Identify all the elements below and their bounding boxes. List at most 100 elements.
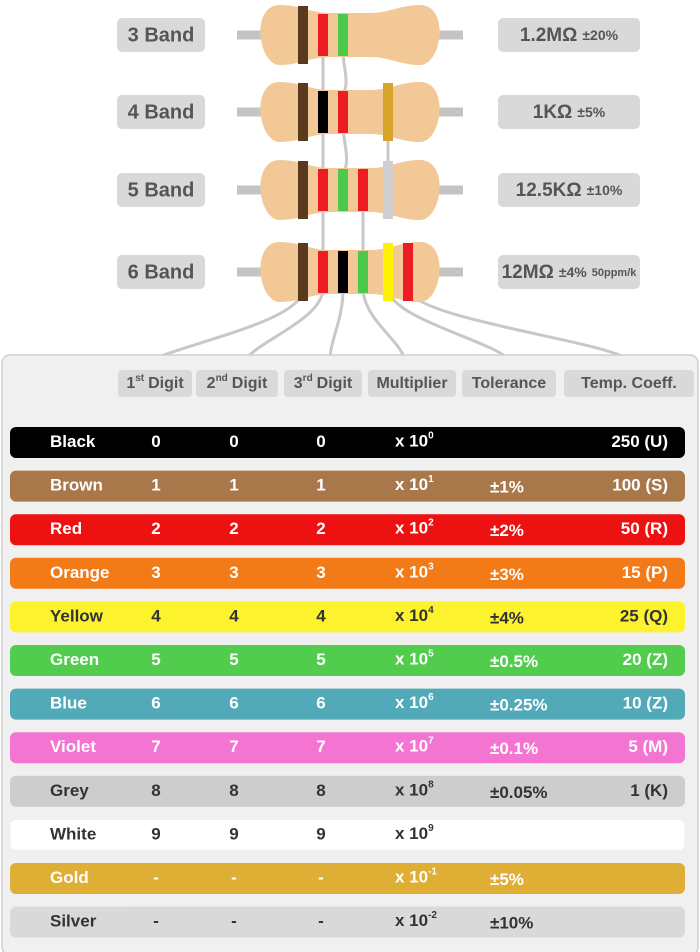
multiplier: x 108	[395, 779, 434, 800]
digit: -	[231, 868, 237, 887]
color-name: Gold	[50, 868, 89, 887]
resistor-value: 12.5KΩ ±10%	[516, 180, 623, 201]
digit: 4	[316, 606, 326, 625]
column-header: 3rd Digit	[294, 373, 353, 393]
digit: -	[153, 912, 159, 931]
text-part: x 10	[395, 519, 428, 538]
header-box	[368, 370, 456, 397]
color-band	[403, 243, 413, 301]
color-row	[10, 470, 685, 502]
color-row	[9, 818, 686, 851]
multiplier: x 104	[395, 605, 434, 626]
text-part: x 10	[395, 912, 428, 931]
column-header: 2nd Digit	[207, 373, 268, 393]
multiplier: x 100	[395, 430, 434, 451]
resistor-value: 1KΩ ±5%	[533, 102, 606, 123]
band-count-box	[117, 18, 205, 52]
digit: 5	[151, 650, 160, 669]
digit: 3	[151, 563, 160, 582]
digit: 6	[316, 694, 325, 713]
color-name: Yellow	[50, 606, 104, 625]
color-row	[10, 601, 685, 633]
resistor-body	[260, 82, 440, 142]
text-part: 1KΩ	[533, 102, 573, 123]
digit: 9	[316, 824, 325, 843]
multiplier: x 102	[395, 517, 434, 538]
color-band	[383, 243, 393, 301]
color-row	[10, 645, 685, 676]
text-part: Tolerance	[472, 375, 547, 392]
digit: 2	[316, 519, 325, 538]
color-name: Orange	[50, 563, 110, 582]
digit: 1	[229, 476, 238, 495]
wire	[406, 289, 631, 362]
tolerance: ±3%	[490, 565, 524, 584]
header-box	[564, 370, 694, 397]
color-name: Blue	[50, 694, 87, 713]
header-box	[284, 370, 362, 397]
color-band	[298, 83, 308, 141]
color-row	[10, 427, 685, 458]
color-name: Grey	[50, 781, 89, 800]
band-count-box	[117, 95, 205, 129]
value-box	[498, 18, 640, 52]
text-part: 6	[428, 692, 434, 703]
color-row	[10, 906, 685, 938]
text-part: 1	[126, 375, 135, 392]
color-name: Red	[50, 519, 82, 538]
color-name: Black	[50, 432, 96, 451]
text-part: st	[135, 373, 145, 384]
color-row	[10, 863, 685, 894]
text-part: 9	[428, 823, 434, 834]
tolerance: ±4%	[490, 608, 524, 627]
text-part: 1	[428, 474, 434, 485]
tolerance: ±0.05%	[490, 783, 548, 802]
text-part: 3	[294, 375, 303, 392]
tolerance: ±10%	[490, 914, 533, 933]
resistor-body	[260, 160, 440, 220]
color-band	[318, 251, 328, 293]
digit: 0	[229, 432, 238, 451]
color-name: Silver	[50, 912, 97, 931]
text-part: x 10	[395, 694, 428, 713]
text-part: 2	[207, 375, 216, 392]
band-count-box	[117, 173, 205, 207]
digit: 0	[151, 432, 160, 451]
digit: 4	[229, 606, 239, 625]
tolerance: ±2%	[490, 521, 524, 540]
digit: 4	[151, 606, 161, 625]
multiplier: x 109	[395, 823, 434, 844]
value-box	[498, 173, 640, 207]
digit: 3	[229, 563, 238, 582]
color-band	[298, 6, 308, 64]
digit: -	[318, 912, 324, 931]
temp-coefficient: 1 (K)	[630, 781, 668, 800]
multiplier: x 105	[395, 648, 434, 669]
temp-coefficient: 15 (P)	[622, 563, 668, 582]
digit: 7	[316, 737, 325, 756]
text-part: 12MΩ	[502, 262, 554, 283]
digit: -	[153, 868, 159, 887]
temp-coefficient: 20 (Z)	[623, 650, 668, 669]
value-box	[498, 255, 640, 289]
color-row	[10, 557, 685, 589]
digit: 2	[229, 519, 238, 538]
color-band	[338, 169, 348, 211]
digit: 2	[151, 519, 160, 538]
value-box	[498, 95, 640, 129]
digit: 9	[229, 824, 238, 843]
digit: 9	[151, 824, 160, 843]
color-band	[358, 169, 368, 211]
color-name: Green	[50, 650, 99, 669]
text-part: Multiplier	[376, 375, 447, 392]
text-part: 12.5KΩ	[516, 180, 582, 201]
text-part: ±5%	[577, 104, 605, 120]
text-part: Temp. Coeff.	[581, 375, 677, 392]
color-name: Brown	[50, 476, 103, 495]
resistor-value: 12MΩ ±4% 50ppm/k	[502, 262, 638, 283]
digit: 1	[316, 476, 325, 495]
text-part: Digit	[317, 375, 353, 392]
color-row	[10, 514, 685, 546]
multiplier: x 103	[395, 561, 434, 582]
temp-coefficient: 250 (U)	[611, 432, 668, 451]
